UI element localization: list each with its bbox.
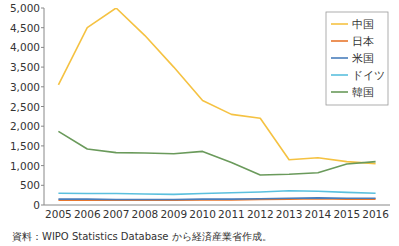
x-tick-label: 2012 (247, 208, 274, 220)
x-axis (44, 205, 390, 206)
x-tick-label: 2013 (276, 208, 303, 220)
source-note: 資料：WIPO Statistics Database から経済産業省作成。 (12, 231, 272, 242)
x-tick-label: 2016 (362, 208, 389, 220)
x-tick-label: 2010 (189, 208, 216, 220)
series-line (58, 131, 375, 175)
y-tick-label: 3,500 (10, 61, 40, 73)
y-tick-label: 3,000 (10, 81, 40, 93)
x-tick-label: 2007 (103, 208, 130, 220)
y-tick-label: 2,000 (10, 120, 40, 132)
legend-label: 米国 (352, 52, 374, 64)
legend-swatch (331, 74, 348, 76)
legend-swatch (331, 91, 348, 93)
x-tick-label: 2006 (74, 208, 101, 220)
y-tick-label: 0 (33, 199, 40, 211)
series-line (58, 199, 375, 201)
y-tick-label: 2,500 (10, 101, 40, 113)
y-tick-label: 1,000 (10, 160, 40, 172)
x-tick-label: 2008 (132, 208, 159, 220)
series-line (58, 198, 375, 200)
legend-swatch (331, 57, 348, 59)
y-tick-label: 500 (20, 179, 40, 191)
legend-swatch (331, 40, 348, 42)
legend-label: ドイツ (352, 69, 385, 81)
y-axis (44, 8, 45, 205)
x-tick-label: 2005 (45, 208, 72, 220)
x-tick-label: 2011 (218, 208, 245, 220)
legend-label: 日本 (352, 35, 374, 47)
chart-root: 0 500 1,000 1,500 2,000 2,500 3,000 3,500 4,000 4… (0, 0, 399, 246)
y-tick-label: 5,000 (10, 2, 40, 14)
chart: 0 500 1,000 1,500 2,000 2,500 3,000 3,500 4,000 4… (0, 0, 399, 246)
legend-swatch (331, 23, 348, 25)
legend-box (326, 12, 388, 105)
legend-label: 韓国 (352, 86, 374, 98)
x-tick-label: 2015 (333, 208, 360, 220)
legend-label: 中国 (352, 18, 374, 30)
x-tick-label: 2009 (160, 208, 187, 220)
x-tick-label: 2014 (305, 208, 332, 220)
y-tick-label: 4,500 (10, 22, 40, 34)
y-tick-label: 4,000 (10, 41, 40, 53)
series-line (58, 191, 375, 195)
y-tick-label: 1,500 (10, 140, 40, 152)
